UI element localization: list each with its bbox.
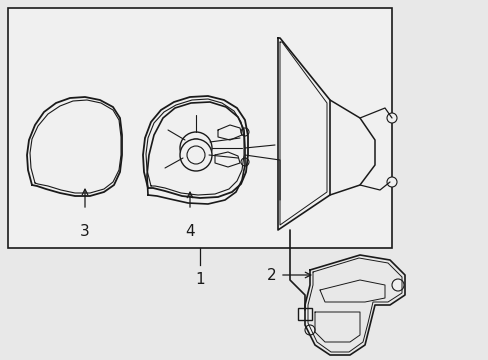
Circle shape — [386, 113, 396, 123]
Circle shape — [186, 146, 204, 164]
Text: 3: 3 — [80, 224, 90, 239]
Circle shape — [180, 132, 212, 164]
Circle shape — [391, 279, 403, 291]
Circle shape — [186, 139, 204, 157]
Circle shape — [180, 139, 212, 171]
Text: 4: 4 — [185, 224, 194, 239]
Circle shape — [386, 177, 396, 187]
Circle shape — [305, 325, 314, 335]
Text: 2: 2 — [266, 267, 276, 283]
Bar — [297, 308, 311, 320]
Text: 1: 1 — [195, 272, 204, 287]
Circle shape — [241, 128, 248, 136]
Bar — [8, 8, 391, 248]
Circle shape — [241, 158, 248, 166]
